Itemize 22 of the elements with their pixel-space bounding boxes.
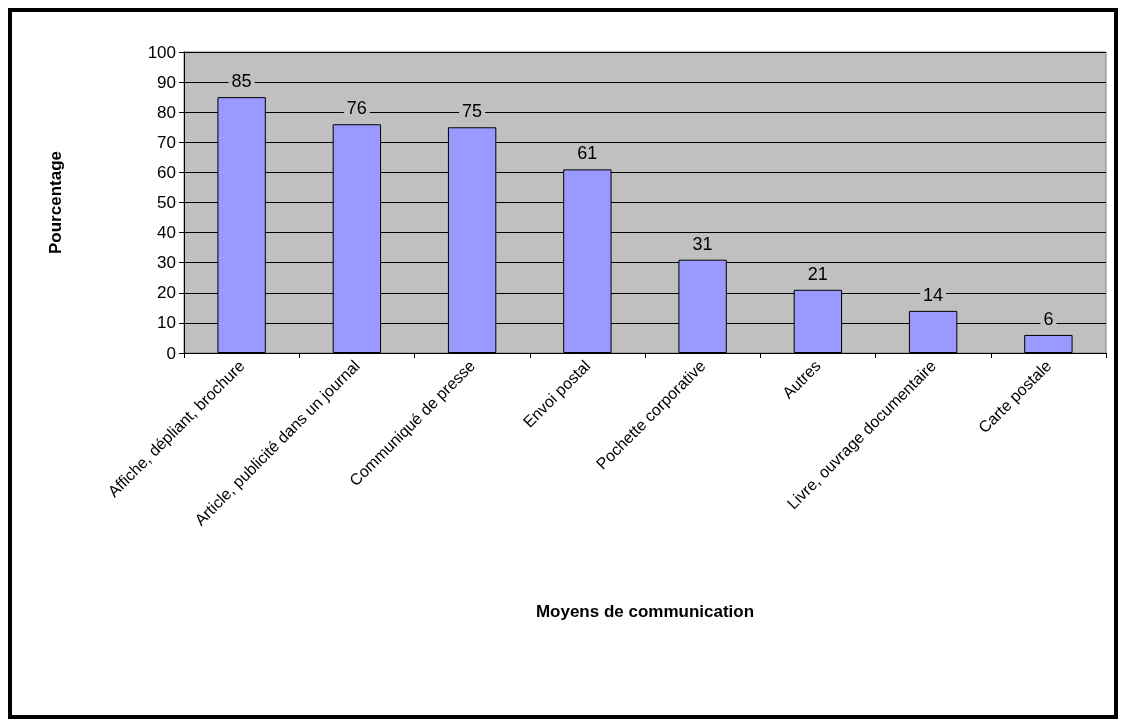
data-label: 61 (577, 143, 598, 164)
data-label: 76 (346, 98, 367, 119)
y-axis-title: Pourcentage (46, 151, 65, 254)
data-label: 6 (1043, 308, 1054, 329)
y-tick-label: 40 (157, 223, 176, 243)
y-tick-label: 50 (157, 193, 176, 212)
data-label: 75 (462, 101, 483, 122)
y-tick-label: 90 (157, 72, 176, 92)
y-tick-label: 60 (157, 162, 176, 182)
data-label: 21 (807, 263, 828, 284)
data-label: 85 (231, 71, 252, 92)
y-tick-label: 80 (157, 102, 176, 122)
y-tick-label: 10 (157, 313, 176, 333)
bar (1024, 334, 1073, 353)
y-tick-label: 70 (157, 132, 176, 152)
y-tick-label: 20 (157, 283, 176, 303)
x-axis-title: Moyens de communication (535, 602, 755, 621)
data-label: 31 (692, 233, 713, 254)
y-tick-label: 30 (157, 253, 176, 273)
y-tick-label: 100 (147, 42, 176, 62)
data-label: 14 (923, 284, 944, 305)
y-tick-label: 0 (166, 343, 176, 363)
